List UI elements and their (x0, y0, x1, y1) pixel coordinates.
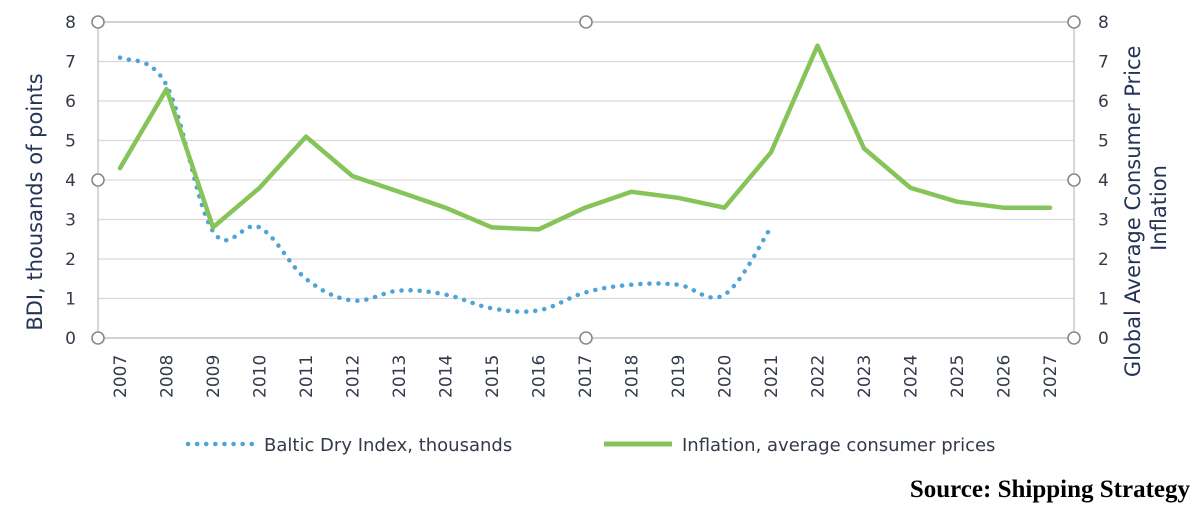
x-tick-label: 2014 (437, 355, 457, 398)
left-tick-label: 6 (65, 92, 76, 112)
legend: Baltic Dry Index, thousands Inflation, a… (185, 435, 995, 456)
x-tick-label: 2010 (251, 355, 271, 398)
selection-handle (579, 15, 593, 29)
x-tick-label: 2026 (995, 355, 1015, 398)
left-tick-label: 5 (65, 132, 76, 152)
x-tick-label: 2013 (390, 355, 410, 398)
series-lines (117, 43, 1053, 314)
x-axis-ticks: 2007 2008 2009 2010 2011 2012 2013 2014 2015 2016… (111, 355, 1061, 398)
x-tick-label: 2024 (902, 355, 922, 398)
legend-label-bdi: Baltic Dry Index, thousands (264, 435, 512, 456)
x-tick-label: 2019 (669, 355, 689, 398)
legend-label-inflation: Inflation, average consumer prices (682, 435, 995, 456)
selection-handle (91, 15, 105, 29)
left-axis-ticks: 0 1 2 3 4 5 6 7 8 (65, 13, 76, 349)
x-tick-label: 2020 (716, 355, 736, 398)
selection-handle (1067, 173, 1081, 187)
right-axis-title-line-2: Inflation (1147, 165, 1171, 251)
right-tick-label: 5 (1098, 132, 1109, 152)
selection-handle (91, 173, 105, 187)
right-tick-label: 7 (1098, 53, 1109, 73)
right-tick-label: 0 (1098, 329, 1109, 349)
x-tick-label: 2009 (204, 355, 224, 398)
left-tick-label: 8 (65, 13, 76, 33)
left-tick-label: 7 (65, 53, 76, 73)
right-axis-ticks: 0 1 2 3 4 5 6 7 8 (1098, 13, 1109, 349)
x-tick-label: 2018 (623, 355, 643, 398)
x-tick-label: 2025 (948, 355, 968, 398)
left-axis-title: BDI, thousands of points (23, 73, 47, 330)
x-tick-label: 2021 (762, 355, 782, 398)
selection-handle (579, 331, 593, 345)
left-tick-label: 4 (65, 171, 76, 191)
x-tick-label: 2016 (530, 355, 550, 398)
right-tick-label: 8 (1098, 13, 1109, 33)
left-tick-label: 2 (65, 250, 76, 270)
source-caption: Source: Shipping Strategy (909, 476, 1190, 503)
right-axis-title: Global Average Consumer Price Inflation (1121, 39, 1171, 377)
selection-handle (1067, 331, 1081, 345)
right-tick-label: 3 (1098, 211, 1109, 231)
x-tick-label: 2012 (344, 355, 364, 398)
right-axis-title-line-1: Global Average Consumer Price (1121, 46, 1145, 378)
selection-handles (91, 15, 1081, 345)
selection-handle (91, 331, 105, 345)
x-tick-label: 2011 (297, 355, 317, 398)
right-tick-label: 4 (1098, 171, 1109, 191)
left-tick-label: 1 (65, 290, 76, 310)
series-line-inflation (117, 43, 1053, 232)
x-tick-label: 2023 (855, 355, 875, 398)
series-line-bdi (117, 55, 774, 314)
left-tick-label: 0 (65, 329, 76, 349)
x-tick-label: 2008 (158, 355, 178, 398)
x-tick-label: 2007 (111, 355, 131, 398)
right-tick-label: 1 (1098, 290, 1109, 310)
left-tick-label: 3 (65, 211, 76, 231)
right-tick-label: 6 (1098, 92, 1109, 112)
x-tick-label: 2022 (809, 355, 829, 398)
selection-handle (1067, 15, 1081, 29)
x-tick-label: 2017 (576, 355, 596, 398)
right-tick-label: 2 (1098, 250, 1109, 270)
x-tick-label: 2015 (483, 355, 503, 398)
x-tick-label: 2027 (1041, 355, 1061, 398)
